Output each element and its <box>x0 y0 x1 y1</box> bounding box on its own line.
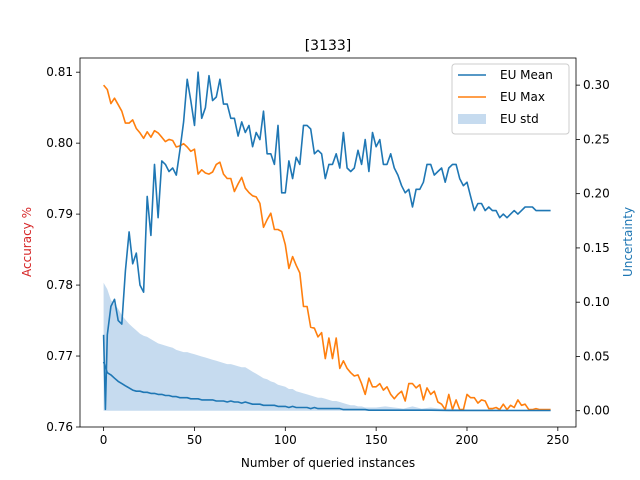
y-right-tick-label: 0.10 <box>583 295 610 309</box>
y-axis-right-label: Uncertainty <box>621 207 635 277</box>
y-left-tick-label: 0.79 <box>46 207 73 221</box>
lines-layer <box>102 71 551 412</box>
plot-frame <box>79 57 577 428</box>
y-left-tick-label: 0.80 <box>46 136 73 150</box>
y-right-tick-label: 0.15 <box>583 241 610 255</box>
chart-title: [3133] <box>305 38 352 54</box>
y-right-tick-label: 0.30 <box>583 78 610 92</box>
x-tick-label: 250 <box>546 433 569 447</box>
std-area-layer <box>103 282 551 411</box>
legend-label-eu-mean: EU Mean <box>500 68 553 82</box>
y-right-tick-label: 0.20 <box>583 187 610 201</box>
series-eu-max-line <box>102 84 551 411</box>
y-left-tick-label: 0.77 <box>46 349 73 363</box>
y-axis-left: 0.76 0.77 0.78 0.79 0.80 0.81 <box>46 65 80 434</box>
y-right-tick-label: 0.05 <box>583 349 610 363</box>
y-axis-right: 0.00 0.05 0.10 0.15 0.20 0.25 0.30 <box>576 78 610 418</box>
y-left-tick-label: 0.81 <box>46 65 73 79</box>
legend-label-eu-max: EU Max <box>500 90 545 104</box>
x-tick-label: 50 <box>187 433 202 447</box>
series-eu-std-area <box>103 282 551 411</box>
x-tick-label: 150 <box>365 433 388 447</box>
legend-label-eu-std: EU std <box>500 112 539 126</box>
x-tick-label: 0 <box>100 433 108 447</box>
legend-swatch-eu-std <box>458 114 486 124</box>
y-axis-left-label: Accuracy % <box>20 207 34 277</box>
y-right-tick-label: 0.00 <box>583 404 610 418</box>
x-axis: 0 50 100 150 200 250 <box>100 427 569 447</box>
x-tick-label: 100 <box>274 433 297 447</box>
x-axis-label: Number of queried instances <box>241 456 415 470</box>
series-accuracy-line <box>102 71 551 411</box>
y-left-tick-label: 0.76 <box>46 420 73 434</box>
x-tick-label: 200 <box>456 433 479 447</box>
y-right-tick-label: 0.25 <box>583 132 610 146</box>
y-left-tick-label: 0.78 <box>46 278 73 292</box>
legend: EU Mean EU Max EU std <box>451 63 570 135</box>
series-eu-mean-line <box>102 361 551 412</box>
